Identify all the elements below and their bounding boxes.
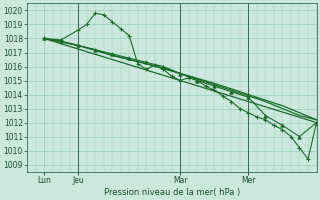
X-axis label: Pression niveau de la mer( hPa ): Pression niveau de la mer( hPa ) xyxy=(104,188,240,197)
